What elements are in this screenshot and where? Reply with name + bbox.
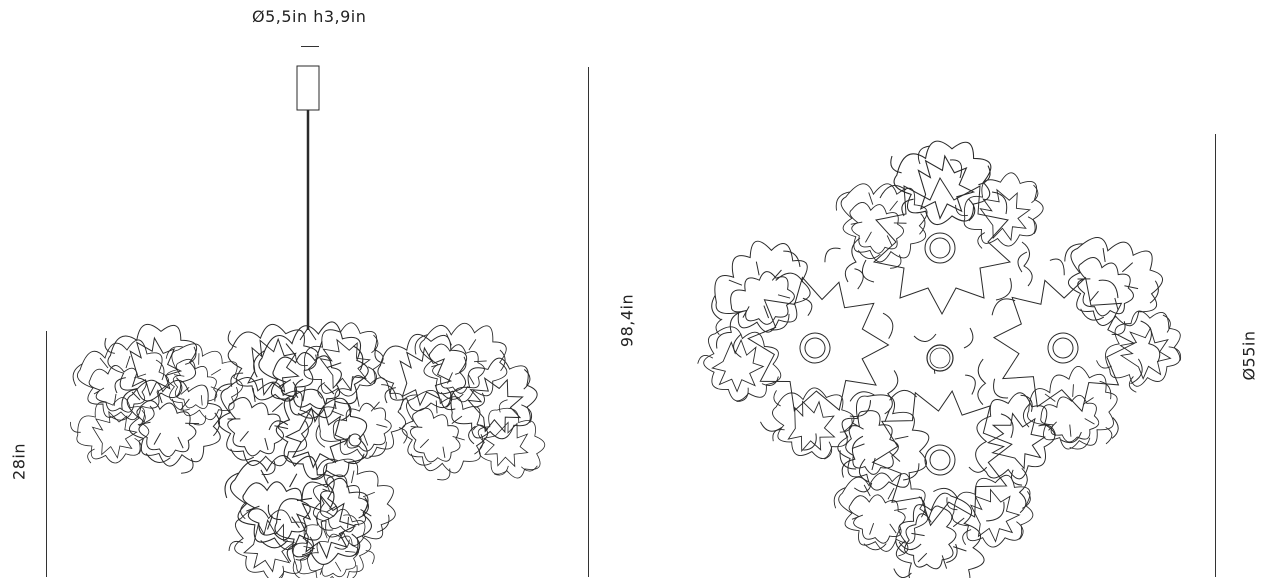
side-view-lamp [66, 308, 555, 578]
body-height-dimension-line [46, 331, 47, 577]
top-view-lamp [684, 140, 1197, 578]
diameter-dimension-line [1215, 134, 1216, 577]
total-height-dimension-line [588, 67, 589, 577]
canopy [296, 65, 320, 111]
canopy-dimension-line [301, 46, 319, 47]
canopy-dimension-label: Ø5,5in h3,9in [252, 7, 367, 26]
